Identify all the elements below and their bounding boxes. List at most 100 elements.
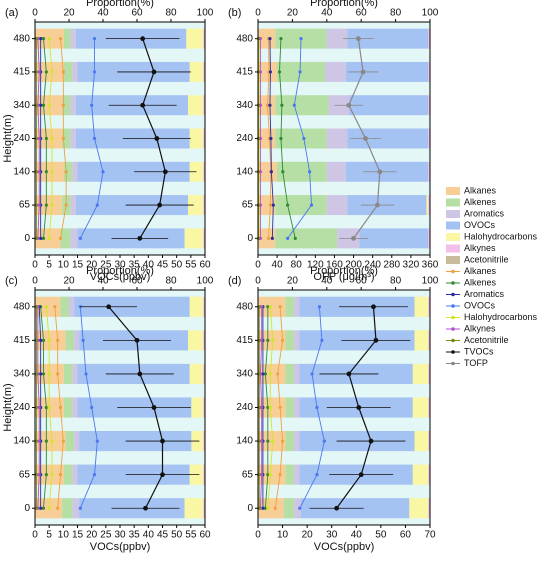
legend-swatch <box>446 198 460 207</box>
profile-point <box>34 473 39 477</box>
panel-label: (d) <box>228 275 241 287</box>
legend-dot <box>451 350 455 354</box>
top-axis-title: Proportion(%) <box>86 0 154 9</box>
x-axis-title: OFP (μg/m³) <box>313 271 374 283</box>
bar-segment <box>349 95 429 116</box>
bar-segment <box>428 228 430 249</box>
top-tick-label: 40 <box>97 8 109 19</box>
profile-point <box>39 236 43 240</box>
y-tick-label: 65 <box>19 200 31 211</box>
bar-segment <box>412 464 429 485</box>
profile-point <box>268 37 272 41</box>
top-tick-label: 20 <box>287 8 299 19</box>
profile-point <box>61 136 65 141</box>
bar-segment <box>294 296 300 317</box>
y-axis-title: Height(m) <box>2 383 14 431</box>
profile-point <box>160 438 165 444</box>
panel-label: (c) <box>5 275 18 287</box>
bar-segment <box>62 128 71 149</box>
profile-point <box>351 235 356 241</box>
x-tick-label: 10 <box>277 530 289 541</box>
x-tick-label: 30 <box>114 260 126 271</box>
bar-segment <box>409 498 429 519</box>
bar-segment <box>258 228 276 249</box>
profile-point <box>273 506 277 510</box>
legend-label: Alkynes <box>464 243 496 253</box>
profile-point <box>263 372 267 376</box>
bar-segment <box>326 28 348 49</box>
profile-point <box>356 405 362 410</box>
profile-point <box>315 405 319 410</box>
profile-point <box>140 102 146 108</box>
profile-point <box>44 305 48 309</box>
bar-segment <box>414 296 429 317</box>
bar-segment <box>294 363 300 384</box>
y-tick-label: 65 <box>242 469 254 480</box>
top-tick-label: 0 <box>255 8 261 19</box>
x-tick-label: 280 <box>383 260 400 271</box>
bar-segment <box>275 128 327 149</box>
profile-point <box>44 439 48 443</box>
profile-point <box>278 405 282 410</box>
bar-segment <box>69 296 75 317</box>
bar-segment <box>347 28 429 49</box>
profile-point <box>50 473 54 477</box>
top-tick-label: 20 <box>63 8 75 19</box>
profile-point <box>78 506 82 510</box>
profile-point <box>37 70 41 74</box>
profile-point <box>317 305 322 309</box>
profile-point <box>358 472 364 478</box>
x-tick-label: 60 <box>199 530 211 541</box>
bar-segment <box>412 363 429 384</box>
profile-point <box>34 305 39 309</box>
bar-segment <box>203 128 205 149</box>
x-tick-label: 45 <box>157 260 169 271</box>
profile-point <box>41 236 46 240</box>
bar-segment <box>428 28 430 49</box>
x-tick-label: 80 <box>291 260 303 271</box>
x-tick-label: 200 <box>345 260 362 271</box>
profile-point <box>58 473 63 477</box>
bar-segment <box>188 195 204 216</box>
profile-point <box>37 203 41 207</box>
profile-point <box>64 203 68 207</box>
x-tick-label: 45 <box>157 530 169 541</box>
profile-point <box>50 136 54 141</box>
y-tick-label: 0 <box>24 503 30 514</box>
profile-point <box>279 136 283 141</box>
profile-point <box>39 338 43 342</box>
top-tick-label: 40 <box>97 276 109 287</box>
legend-dot <box>451 304 455 308</box>
profile-point <box>58 236 63 240</box>
profile-point <box>299 37 303 41</box>
bar-segment <box>72 464 78 485</box>
bar-segment <box>203 228 205 249</box>
profile-point <box>37 136 41 141</box>
legend-swatch <box>446 244 460 253</box>
profile-point <box>84 372 88 376</box>
profile-point <box>375 202 380 208</box>
profile-point <box>47 338 51 342</box>
x-tick-label: 50 <box>171 530 183 541</box>
y-tick-label: 340 <box>13 100 30 111</box>
top-tick-label: 80 <box>165 276 177 287</box>
profile-point <box>266 506 270 510</box>
profile-point <box>320 338 324 342</box>
x-tick-label: 60 <box>400 530 412 541</box>
profile-point <box>315 473 319 477</box>
profile-point <box>47 37 51 41</box>
top-axis-title: Proportion(%) <box>310 0 378 9</box>
profile-point <box>266 405 270 410</box>
bar-segment <box>412 397 429 418</box>
legend-label: Aromatics <box>464 208 505 218</box>
x-tick-label: 320 <box>403 260 420 271</box>
bar-segment <box>426 195 429 216</box>
profile-point <box>286 236 290 240</box>
profile-point <box>260 305 264 309</box>
y-tick-label: 480 <box>236 301 253 312</box>
profile-point <box>44 170 48 174</box>
y-tick-label: 340 <box>236 100 253 111</box>
profile-point <box>34 70 39 74</box>
bar-segment <box>285 464 295 485</box>
legend-label: Alkanes <box>464 185 497 195</box>
